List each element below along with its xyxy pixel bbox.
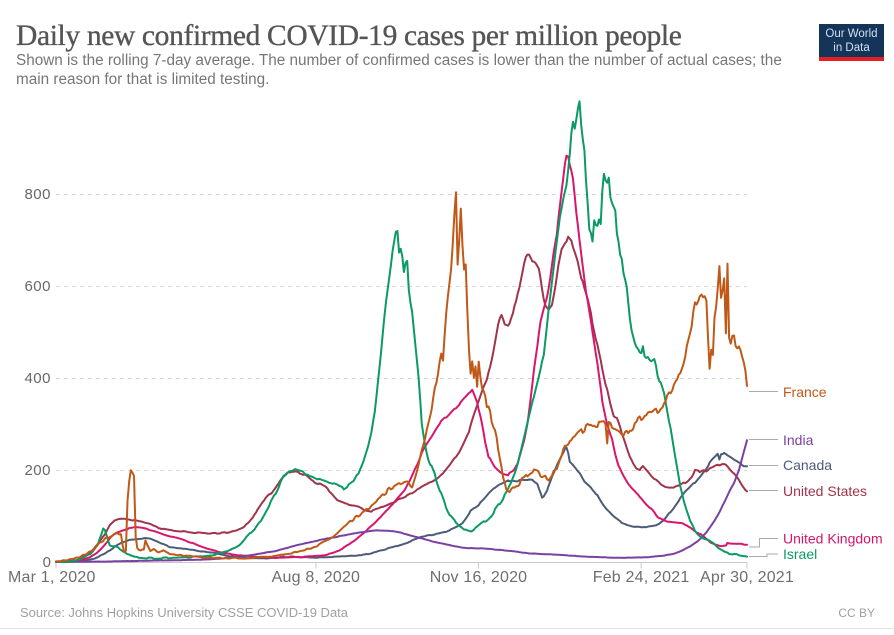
svg-text:United Kingdom: United Kingdom [783,531,883,547]
svg-text:600: 600 [24,278,51,295]
svg-text:800: 800 [24,186,51,203]
svg-text:Feb 24, 2021: Feb 24, 2021 [593,569,690,586]
svg-text:0: 0 [43,554,51,571]
svg-text:400: 400 [24,370,51,387]
svg-text:Nov 16, 2020: Nov 16, 2020 [430,569,528,586]
svg-text:Apr 30, 2021: Apr 30, 2021 [700,569,794,586]
svg-text:France: France [783,384,827,400]
svg-text:India: India [783,432,814,448]
svg-text:United States: United States [783,483,867,499]
svg-text:Canada: Canada [783,457,832,473]
svg-text:Israel: Israel [783,546,817,562]
svg-text:Aug 8, 2020: Aug 8, 2020 [272,569,361,586]
svg-text:200: 200 [24,462,51,479]
svg-text:Mar 1, 2020: Mar 1, 2020 [8,569,96,586]
